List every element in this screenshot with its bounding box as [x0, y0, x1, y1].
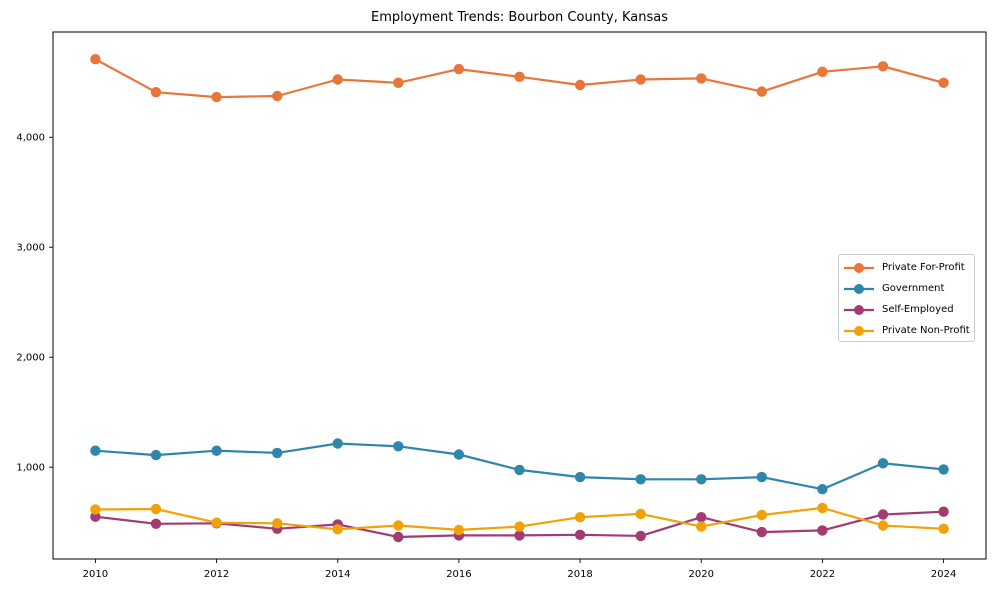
- data-point-private-for-profit-2024: [938, 77, 949, 89]
- data-point-private-for-profit-2019: [635, 74, 646, 85]
- x-tick-label: 2014: [325, 569, 350, 580]
- data-point-self-employed-2022: [817, 525, 828, 536]
- data-point-private-for-profit-2016: [453, 63, 465, 75]
- data-point-private-non-profit-2020: [696, 521, 707, 532]
- data-point-government-2010: [90, 445, 101, 456]
- data-point-private-for-profit-2012: [211, 91, 222, 103]
- data-point-private-non-profit-2014: [332, 524, 343, 535]
- x-tick-label: 2022: [810, 569, 835, 580]
- data-point-self-employed-2021: [756, 526, 767, 538]
- axes-frame: [52, 31, 987, 560]
- data-point-private-non-profit-2011: [150, 503, 162, 515]
- data-point-private-non-profit-2019: [635, 508, 646, 520]
- data-point-private-for-profit-2017: [514, 71, 525, 83]
- legend-label: Self-Employed: [882, 304, 954, 315]
- x-tick-label: 2024: [931, 569, 956, 580]
- y-tick-label: 1,000: [16, 463, 45, 474]
- data-point-private-non-profit-2012: [211, 517, 222, 528]
- legend-item-private-for-profit: Private For-Profit: [843, 257, 974, 278]
- x-tick-label: 2012: [204, 569, 229, 580]
- data-point-government-2013: [272, 447, 283, 459]
- data-point-government-2014: [332, 438, 343, 449]
- data-point-private-non-profit-2010: [90, 504, 101, 515]
- data-point-private-non-profit-2021: [756, 509, 767, 521]
- data-point-private-for-profit-2020: [696, 73, 707, 84]
- data-point-self-employed-2020: [696, 512, 707, 523]
- y-tick-label: 4,000: [16, 133, 45, 144]
- x-tick-label: 2010: [83, 569, 108, 580]
- chart-title: Employment Trends: Bourbon County, Kansa…: [371, 10, 668, 25]
- data-point-self-employed-2023: [877, 509, 889, 520]
- x-tick-label: 2018: [567, 569, 592, 580]
- data-point-government-2018: [574, 471, 586, 483]
- data-point-government-2021: [756, 471, 767, 483]
- data-point-government-2023: [877, 458, 889, 469]
- data-point-self-employed-2024: [938, 506, 949, 517]
- data-point-self-employed-2010: [90, 511, 101, 522]
- data-point-government-2011: [150, 449, 162, 461]
- data-point-private-for-profit-2023: [877, 61, 889, 72]
- data-point-private-for-profit-2011: [150, 87, 162, 98]
- data-point-private-non-profit-2016: [453, 524, 465, 536]
- legend-marker-icon: [844, 262, 874, 273]
- data-point-self-employed-2017: [514, 530, 525, 541]
- x-tick-label: 2020: [689, 569, 714, 580]
- data-point-private-non-profit-2018: [574, 512, 586, 523]
- data-point-private-non-profit-2017: [514, 521, 525, 532]
- x-tick-label: 2016: [446, 569, 471, 580]
- y-tick-label: 3,000: [16, 243, 45, 254]
- legend-item-government: Government: [843, 278, 974, 299]
- data-point-private-non-profit-2013: [272, 518, 283, 529]
- data-point-government-2020: [696, 474, 707, 485]
- data-point-self-employed-2019: [635, 530, 646, 542]
- data-point-private-for-profit-2010: [90, 54, 101, 65]
- y-tick-label: 2,000: [16, 353, 45, 364]
- data-point-private-for-profit-2014: [332, 74, 343, 85]
- data-point-self-employed-2018: [574, 529, 586, 540]
- data-point-private-for-profit-2015: [393, 77, 404, 89]
- data-point-government-2017: [514, 464, 525, 476]
- data-point-private-for-profit-2018: [574, 79, 586, 91]
- data-point-private-for-profit-2013: [272, 90, 283, 102]
- legend-marker-icon: [844, 283, 874, 294]
- data-point-private-non-profit-2015: [393, 520, 404, 531]
- legend-item-private-non-profit: Private Non-Profit: [843, 320, 974, 341]
- data-point-government-2015: [393, 441, 404, 452]
- legend-label: Private Non-Profit: [882, 325, 970, 336]
- data-point-government-2022: [817, 484, 828, 495]
- legend: Private For-Profit Government Self-Emplo…: [838, 254, 975, 342]
- legend-label: Government: [882, 283, 945, 294]
- data-point-private-for-profit-2022: [817, 66, 828, 78]
- data-point-government-2012: [211, 445, 222, 456]
- data-point-government-2019: [635, 474, 646, 485]
- data-point-private-non-profit-2024: [938, 523, 949, 534]
- data-point-government-2016: [453, 449, 465, 460]
- legend-marker-icon: [844, 325, 874, 336]
- data-point-private-non-profit-2023: [877, 520, 889, 531]
- data-point-private-for-profit-2021: [756, 86, 767, 97]
- data-point-government-2024: [938, 464, 949, 475]
- data-point-self-employed-2011: [150, 518, 162, 529]
- legend-marker-icon: [844, 304, 874, 315]
- legend-label: Private For-Profit: [882, 262, 965, 273]
- data-point-private-non-profit-2022: [817, 502, 828, 514]
- legend-item-self-employed: Self-Employed: [843, 299, 974, 320]
- data-point-self-employed-2015: [393, 531, 404, 543]
